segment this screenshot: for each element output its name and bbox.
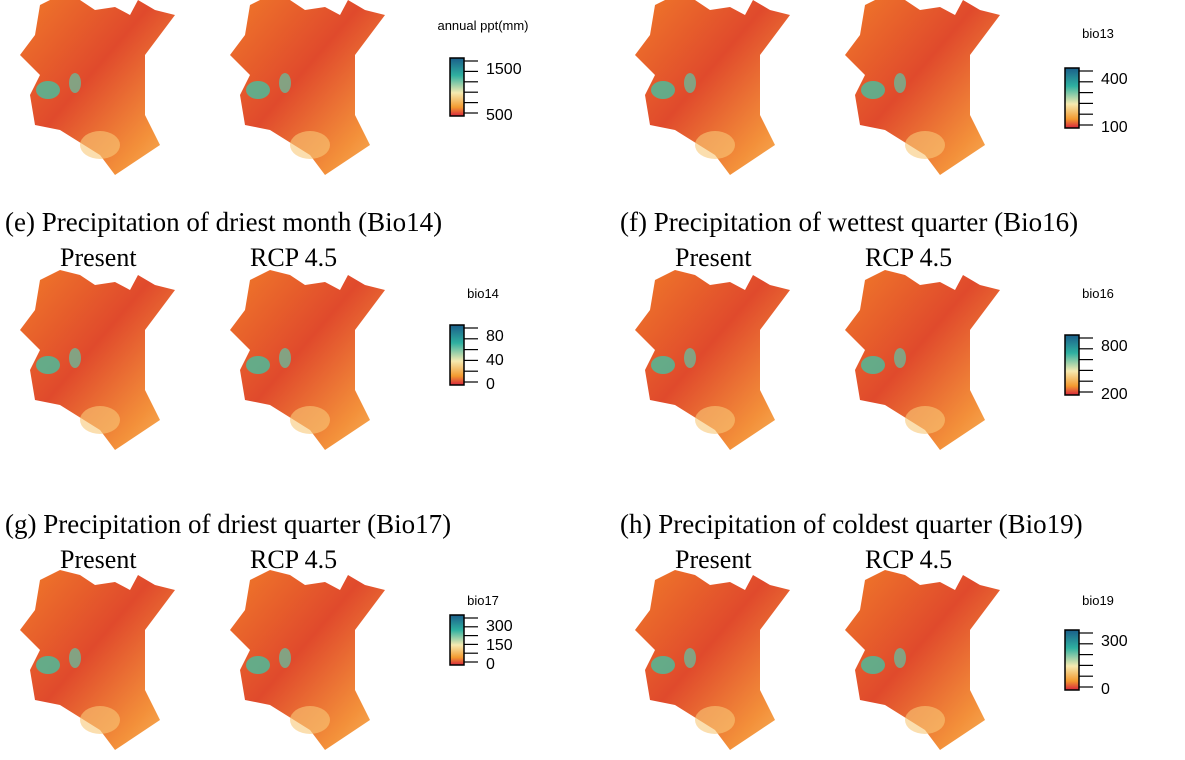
colorbar (1065, 335, 1079, 395)
map (635, 0, 790, 175)
map (230, 270, 385, 450)
legend-label: 400 (1101, 71, 1128, 88)
colorbar (450, 615, 464, 665)
legend-title: bio19 (1082, 593, 1114, 608)
scenario-label: RCP 4.5 (865, 243, 952, 272)
legend-label: 1500 (486, 61, 522, 78)
scenario-label: Present (675, 545, 752, 574)
legend-label: 80 (486, 328, 504, 345)
legend-label: 800 (1101, 338, 1128, 355)
map (230, 0, 385, 175)
scenario-label: Present (60, 243, 137, 272)
map (845, 0, 1000, 175)
legend-label: 300 (486, 618, 513, 635)
colorbar (1065, 630, 1079, 690)
map (845, 570, 1000, 750)
map (845, 270, 1000, 450)
panel-title: (g) Precipitation of driest quarter (Bio… (5, 509, 451, 539)
scenario-label: Present (60, 545, 137, 574)
scenario-label: RCP 4.5 (865, 545, 952, 574)
scenario-label: RCP 4.5 (250, 545, 337, 574)
map (635, 270, 790, 450)
legend-title: bio13 (1082, 26, 1114, 41)
panel-title: (f) Precipitation of wettest quarter (Bi… (620, 207, 1078, 237)
map (20, 570, 175, 750)
figure: annual ppt(mm)1500500bio13400100(e) Prec… (0, 0, 1185, 760)
scenario-label: RCP 4.5 (250, 243, 337, 272)
legend-label: 500 (486, 107, 513, 124)
legend-title: bio17 (467, 593, 499, 608)
panel-title: (h) Precipitation of coldest quarter (Bi… (620, 509, 1083, 539)
legend-label: 300 (1101, 633, 1128, 650)
legend-title: bio16 (1082, 286, 1114, 301)
map (230, 570, 385, 750)
panel-title: (e) Precipitation of driest month (Bio14… (5, 207, 442, 237)
colorbar (450, 58, 464, 116)
legend-label: 150 (486, 637, 513, 654)
scenario-label: Present (675, 243, 752, 272)
legend-label: 100 (1101, 119, 1128, 136)
map (20, 0, 175, 175)
legend-title: annual ppt(mm) (437, 18, 528, 33)
map (20, 270, 175, 450)
legend-label: 0 (486, 376, 495, 393)
colorbar (1065, 68, 1079, 128)
map (635, 570, 790, 750)
legend-title: bio14 (467, 286, 499, 301)
legend-label: 200 (1101, 386, 1128, 403)
legend-label: 0 (486, 656, 495, 673)
legend-label: 40 (486, 352, 504, 369)
colorbar (450, 325, 464, 385)
legend-label: 0 (1101, 681, 1110, 698)
